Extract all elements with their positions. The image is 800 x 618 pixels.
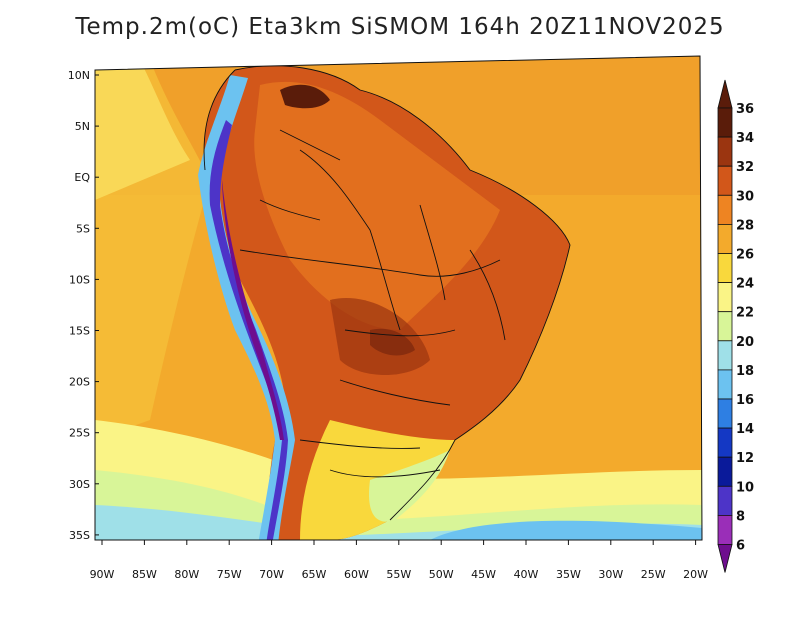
lon-label: 45W [471,568,496,581]
map-panel [95,56,702,540]
colorbar-segment [717,398,733,429]
colorbar-label: 6 [736,539,745,554]
colorbar-segment [717,223,733,254]
lon-label: 60W [344,568,369,581]
colorbar-label: 18 [736,364,754,379]
lat-label: 5S [76,222,90,235]
lat-label: 15S [69,325,90,338]
colorbar-segment [717,165,733,196]
colorbar-label: 12 [736,451,754,466]
colorbar-label: 24 [736,277,754,292]
lon-label: 85W [132,568,157,581]
lon-label: 20W [683,568,708,581]
colorbar-segment [717,427,733,458]
lat-label: 30S [69,478,90,491]
colorbar-segment [717,194,733,225]
colorbar-label: 10 [736,480,754,495]
lon-label: 25W [641,568,666,581]
colorbar-label: 26 [736,248,754,263]
longitude-axis: 90W 85W 80W 75W 70W 65W 60W 55W 50W 45W 40W 35W 30W 2… [90,540,708,581]
colorbar-label: 16 [736,393,754,408]
colorbar-label: 36 [736,102,754,117]
colorbar-bottom-arrow [717,544,733,573]
colorbar-label: 32 [736,160,754,175]
lon-label: 55W [386,568,411,581]
lat-label: EQ [74,171,90,184]
colorbar-top-arrow [717,79,733,109]
colorbar-label: 20 [736,335,754,350]
lon-label: 65W [302,568,327,581]
map-frame [94,55,703,541]
colorbar-segment [717,456,733,487]
latitude-axis: 10N 5N EQ 5S 10S 15S 20S 25S 30S 35S [68,69,99,542]
lon-label: 80W [174,568,199,581]
lat-label: 35S [69,529,90,542]
colorbar-segment [717,485,733,516]
lat-label: 10S [69,273,90,286]
lat-label: 25S [69,427,90,440]
colorbar-segment [717,340,733,371]
lat-label: 10N [68,69,90,82]
colorbar-segment [717,253,733,284]
map-title: Temp.2m(oC) Eta3km SiSMOM 164h 20Z11NOV2… [75,14,725,40]
lon-label: 75W [217,568,242,581]
lat-label: 20S [69,376,90,389]
colorbar-segment [717,369,733,400]
colorbar-segment [717,136,733,167]
colorbar-label: 34 [736,131,754,146]
colorbar-label: 22 [736,306,754,321]
lon-label: 50W [429,568,454,581]
colorbar-segment [717,282,733,313]
lon-label: 35W [556,568,581,581]
lon-label: 40W [514,568,539,581]
colorbar: 36 34 32 30 28 26 24 22 20 18 16 14 12 10 8 6 [717,79,754,573]
lon-label: 70W [259,568,284,581]
colorbar-label: 8 [736,509,745,524]
colorbar-segment [717,107,733,138]
colorbar-label: 28 [736,218,754,233]
colorbar-segment [717,515,733,545]
colorbar-segment [717,311,733,342]
colorbar-label: 14 [736,422,754,437]
lat-label: 5N [75,120,90,133]
lon-label: 90W [90,568,115,581]
colorbar-label: 30 [736,189,754,204]
lon-label: 30W [598,568,623,581]
